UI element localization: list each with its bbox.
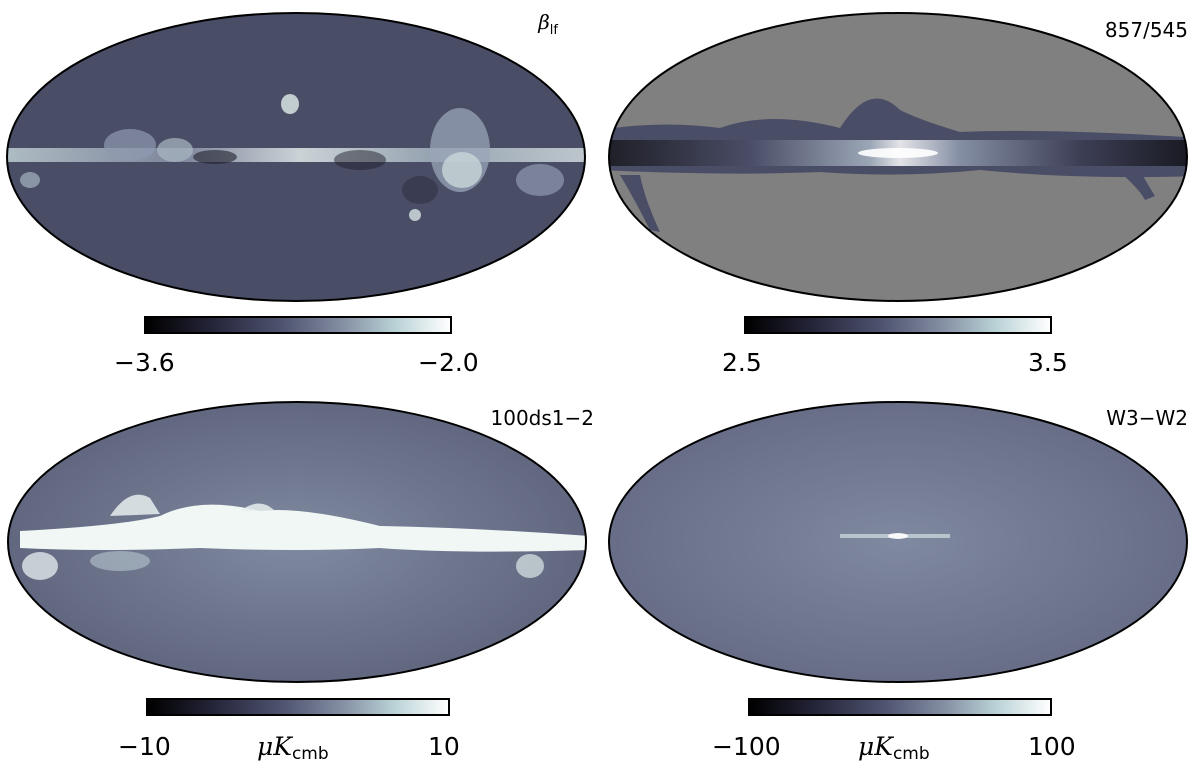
colorbar-unit: μKcmb — [858, 732, 930, 764]
colorbar — [748, 698, 1052, 716]
colorbar-min-label: −10 — [118, 732, 171, 761]
sky-map-beta-lf — [6, 12, 586, 302]
colorbar-min-label: −3.6 — [114, 348, 175, 377]
map-panel-w3-w2: W3−W2 −100 μKcmb 100 — [600, 386, 1200, 772]
sky-map-857-545 — [608, 12, 1188, 302]
colorbar-max-label: 10 — [428, 732, 460, 761]
map-label: W3−W2 — [1106, 406, 1188, 430]
colorbar — [146, 698, 450, 716]
colorbar-max-label: 100 — [1028, 732, 1076, 761]
map-panel-beta-lf: βlf −3.6 −2.0 — [0, 0, 600, 386]
colorbar-min-label: −100 — [712, 732, 781, 761]
sky-map-w3-w2 — [608, 401, 1188, 683]
map-label: βlf — [538, 10, 558, 38]
colorbar-min-label: 2.5 — [722, 348, 762, 377]
colorbar-unit: μKcmb — [257, 732, 329, 764]
map-panel-100ds1-2: 100ds1−2 −10 μKcmb 10 — [0, 386, 600, 772]
colorbar-max-label: 3.5 — [1028, 348, 1068, 377]
sky-map-100ds1-2 — [7, 401, 587, 683]
colorbar — [144, 316, 452, 334]
map-label: 857/545 — [1104, 18, 1188, 42]
colorbar-max-label: −2.0 — [418, 348, 479, 377]
colorbar — [744, 316, 1052, 334]
map-label: 100ds1−2 — [490, 406, 595, 430]
map-panel-857-545: 857/545 2.5 3.5 — [600, 0, 1200, 386]
